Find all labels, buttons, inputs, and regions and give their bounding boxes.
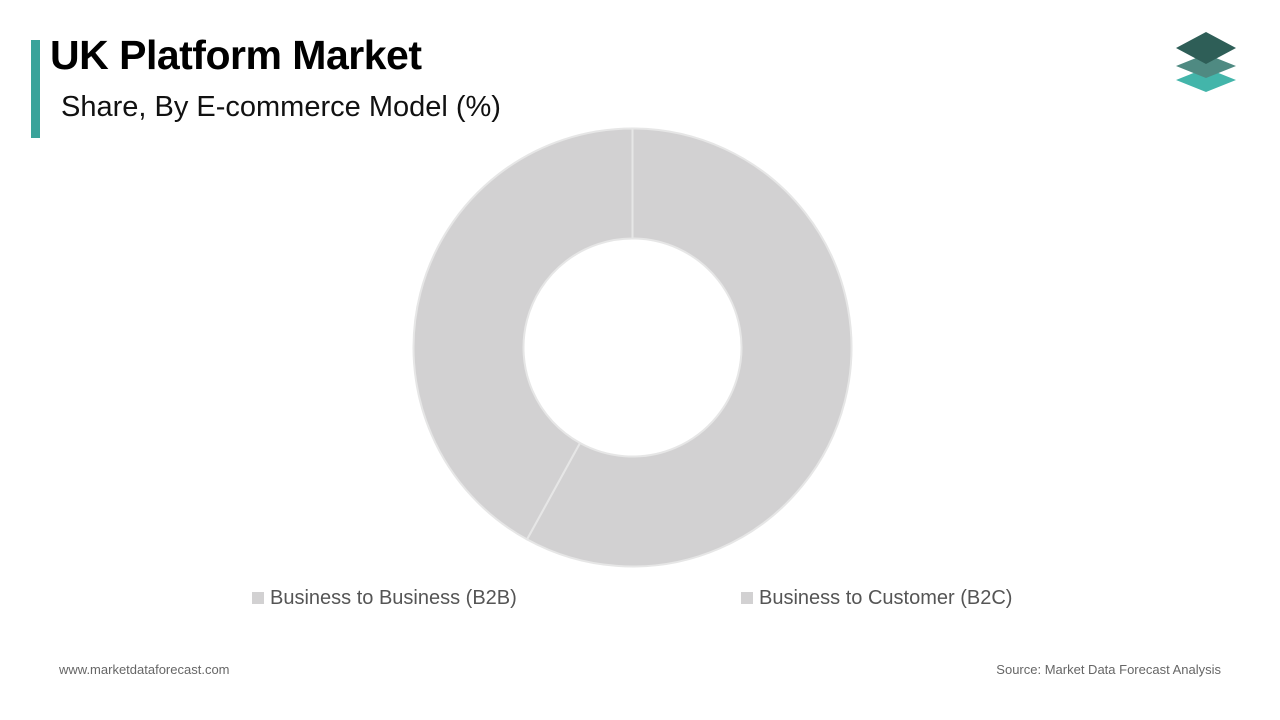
page-subtitle: Share, By E-commerce Model (%) [61, 91, 501, 123]
donut-chart [412, 127, 853, 568]
website-url: www.marketdataforecast.com [59, 662, 230, 677]
stacked-layers-icon [1172, 28, 1240, 98]
legend-label-b2b: Business to Business (B2B) [270, 586, 517, 609]
donut-slice-b2c [412, 127, 634, 541]
logo-layer-bottom [1176, 68, 1236, 92]
legend-label-b2c: Business to Customer (B2C) [759, 586, 1013, 609]
logo-layer-top [1176, 32, 1236, 64]
logo-layer-middle [1176, 54, 1236, 78]
title-accent-bar [31, 40, 40, 138]
source-note: Source: Market Data Forecast Analysis [996, 662, 1221, 677]
legend-item-b2b: Business to Business (B2B) [252, 586, 517, 610]
page-title: UK Platform Market [50, 32, 422, 78]
legend-swatch-b2b [252, 592, 264, 604]
legend-swatch-b2c [741, 592, 753, 604]
donut-slice-b2b [525, 127, 853, 568]
legend-item-b2c: Business to Customer (B2C) [741, 586, 1012, 610]
